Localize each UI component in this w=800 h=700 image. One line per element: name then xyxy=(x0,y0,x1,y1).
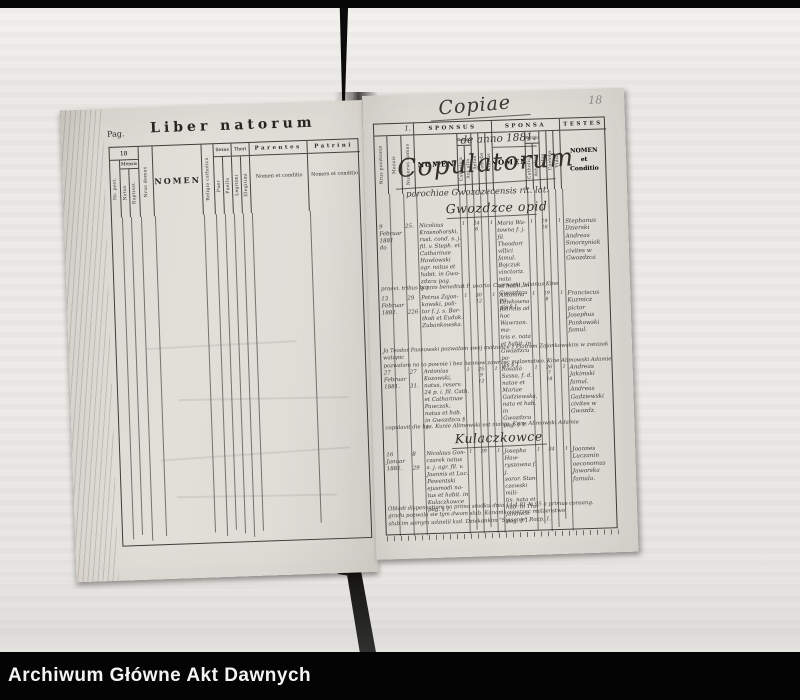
bride-status-flag: 1 xyxy=(562,364,566,370)
table-bottom-ticks xyxy=(386,529,619,542)
groom-religio-flag: 1 xyxy=(461,221,466,227)
groom-status-flag: 1 xyxy=(492,292,496,299)
patrini-sub: Nomen et conditio xyxy=(311,170,359,178)
right-page: Copiae 18 1. SPONSUS SPONSA TESTES Nrus … xyxy=(362,87,639,560)
column-rule xyxy=(154,216,168,537)
groom-religio-flag: 1 xyxy=(464,293,468,299)
footer-bar: Archiwum Główne Akt Dawnych xyxy=(0,652,800,700)
left-page-title: Liber natorum xyxy=(149,114,316,137)
column-rule xyxy=(203,214,217,533)
parentes-sub: Nomen et conditio xyxy=(249,153,310,213)
spine-shadow-top xyxy=(339,8,349,106)
bride-status-flag: 1 xyxy=(560,290,564,296)
bride-status-flag: 1 xyxy=(565,446,569,452)
copulatorum-table: 1. SPONSUS SPONSA TESTES Nrus positionis… xyxy=(372,116,619,542)
bride-age: 19 18 xyxy=(541,219,548,231)
entry-number: 25. xyxy=(405,223,414,230)
marriage-entry: 13 Februar 1881. 29 226 Petrus Zajon- ko… xyxy=(379,289,613,369)
bride-status-flag: 1 xyxy=(557,218,562,224)
groom-status-flag: 1 xyxy=(497,448,501,454)
bleed-through-mark xyxy=(178,396,349,402)
bride-religio-flag: 1 xyxy=(537,447,541,453)
scan-bottom-band xyxy=(0,628,800,652)
marriage-entry: 16 Januar 1881. 8 29 Nicolaus Gon- czare… xyxy=(384,445,618,525)
entry-witnesses: Franciscus Kuzmicz pictor Josephus Panko… xyxy=(567,289,600,334)
left-page: Pag. Liber natorum 18 Mensis Nr. post. N… xyxy=(60,100,379,583)
bleed-through-mark xyxy=(160,446,351,462)
bleed-through-mark xyxy=(176,493,337,499)
groom-religio-flag: 1 xyxy=(469,449,473,455)
bride-religio-flag: 1 xyxy=(529,219,534,225)
entry-witnesses: Stephanus Dzierski Andreas Smorzyniak ci… xyxy=(564,217,601,262)
sexus-header: Sexus xyxy=(213,143,232,158)
entry-date: 13 Februar 1881. xyxy=(381,296,405,317)
groom-religio-flag: 1 xyxy=(466,367,470,373)
groom-age: 39 xyxy=(480,449,487,455)
groom-age: 30 12 xyxy=(475,293,483,305)
bride-religio-flag: 1 xyxy=(534,365,538,371)
bride-age: 34 xyxy=(548,447,555,453)
column-rule xyxy=(251,212,264,531)
entry-witnesses: Andreas Jakimski famul. Andreas Gadziews… xyxy=(569,363,605,416)
entry-witnesses: Joannes Luczanin oeconomus Jaworska famu… xyxy=(572,445,606,483)
bride-age: 19 8 xyxy=(543,291,550,303)
bride-religio-flag: 1 xyxy=(532,291,536,297)
entry-date: 9 Februar 1881 do xyxy=(379,224,402,252)
groom-status-flag: 1 xyxy=(489,220,494,227)
liber-natorum-table: 18 Mensis Nr. post. Natus Baptisat. Nrus… xyxy=(108,138,373,547)
groom-age: 25 9 12 xyxy=(478,367,485,385)
archive-caption: Archiwum Główne Akt Dawnych xyxy=(8,665,312,686)
entry-date: 16 Januar 1881. xyxy=(386,452,406,473)
thori-header: Thori xyxy=(231,142,250,157)
column-rule xyxy=(130,217,144,535)
column-rule xyxy=(140,216,154,541)
bride-age: 26 7 18 xyxy=(545,365,553,383)
entry-date: 27 Februar 1881. xyxy=(383,370,407,391)
col-nomen: NOMEN xyxy=(152,144,204,217)
marriage-entry: 27 Februar 1881. 27 31. Antonius Kozowsk… xyxy=(382,363,616,432)
groom-age: 24 6 xyxy=(473,221,480,233)
column-rule xyxy=(309,210,322,523)
entry-number: 8 29 xyxy=(412,451,420,472)
entry-groom: Nicolaus Krasnohorski, rust. cond. s. j.… xyxy=(419,222,462,293)
entry-groom: Petrus Zajon- kowski, poli- tor f. j. s.… xyxy=(421,294,464,330)
pencil-page-number: 18 xyxy=(588,93,603,107)
entry-number: 27 31. xyxy=(409,369,419,390)
marriage-entry: 9 Februar 1881 do 25. Nicolaus Krasnohor… xyxy=(377,217,611,311)
year-prefix-cell: 18 xyxy=(109,146,139,161)
entry-number: 29 226 xyxy=(407,295,419,316)
section-heading-gwozdzce: Gwozdzce opid xyxy=(445,198,548,217)
groom-status-flag: 1 xyxy=(494,366,498,372)
